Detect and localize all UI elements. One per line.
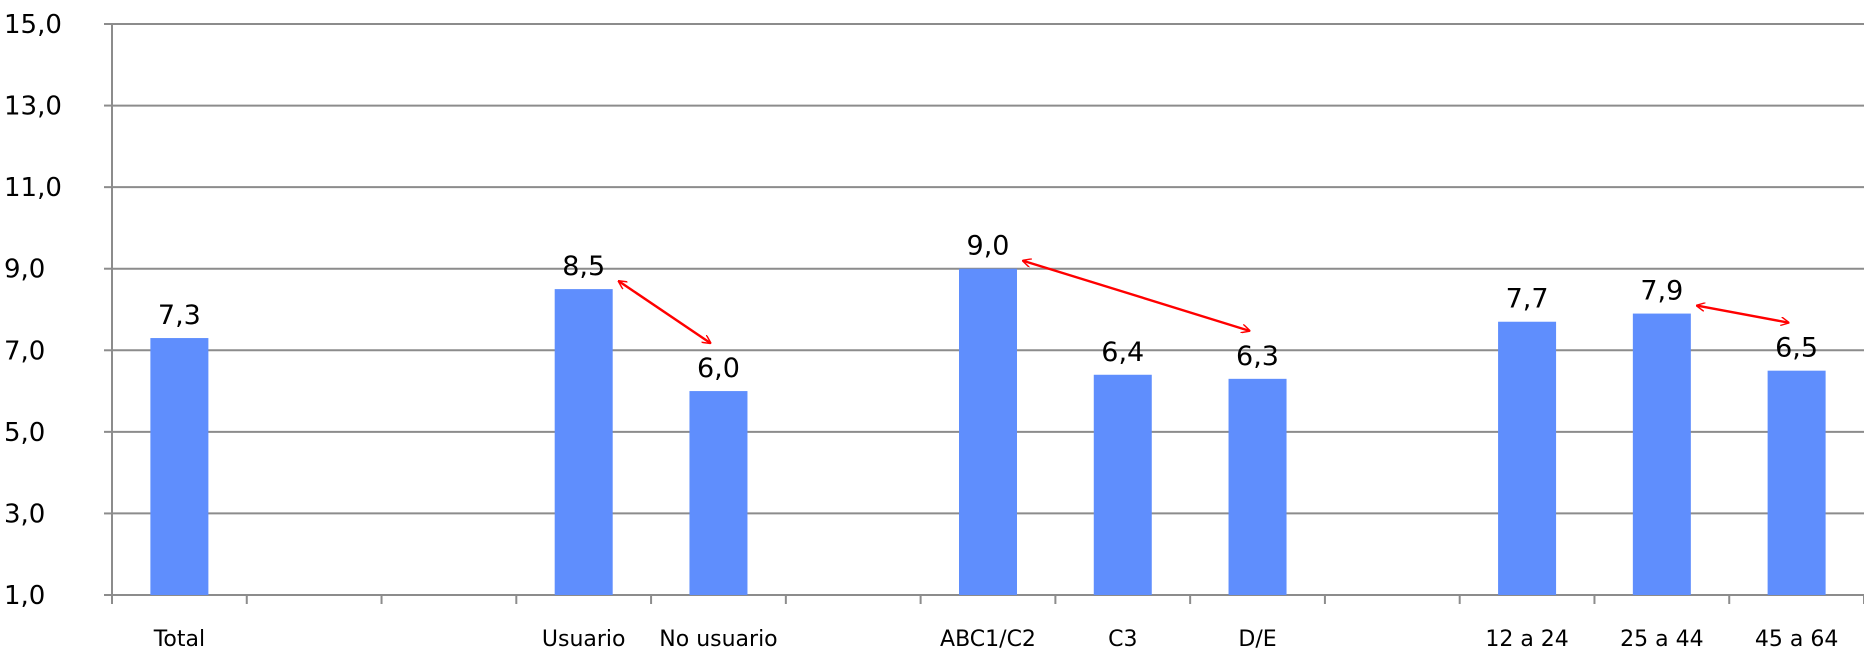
bar [1228, 378, 1287, 595]
bar [1093, 374, 1152, 595]
y-tick-label: 1,0 [4, 581, 45, 611]
comparison-arrow [1023, 261, 1250, 331]
y-tick-label: 5,0 [4, 418, 45, 448]
bar [1632, 313, 1691, 595]
bar [554, 289, 613, 595]
data-label: 7,7 [1506, 284, 1549, 315]
comparison-arrow [619, 281, 711, 343]
y-axis-ticks: 1,0 3,0 5,0 7,0 9,0 11,0 13,0 15,0 [4, 10, 113, 611]
bar [1498, 321, 1557, 595]
data-label: 8,5 [562, 251, 605, 282]
comparison-arrow [1697, 306, 1789, 323]
y-tick-label: 11,0 [4, 173, 62, 203]
data-label: 9,0 [967, 231, 1010, 262]
bars [150, 268, 1826, 595]
x-axis-ticks: Total Usuario No usuario ABC1/C2 C3 D/E 12 a 2… [111, 595, 1864, 650]
bar [689, 391, 748, 595]
x-tick-label: 12 a 24 [1485, 627, 1568, 650]
data-label: 6,4 [1101, 337, 1144, 368]
x-tick-label: No usuario [659, 627, 777, 650]
bar [150, 338, 209, 595]
y-tick-label: 13,0 [4, 92, 62, 122]
x-tick-label: 25 a 44 [1620, 627, 1703, 650]
y-tick-label: 3,0 [4, 499, 45, 529]
x-tick-label: ABC1/C2 [940, 627, 1036, 650]
y-tick-label: 15,0 [4, 10, 62, 40]
data-label: 7,9 [1640, 276, 1683, 307]
x-tick-label: Usuario [542, 627, 626, 650]
y-tick-label: 7,0 [4, 336, 45, 366]
x-tick-label: D/E [1238, 627, 1276, 650]
comparison-arrows [619, 261, 1789, 343]
y-tick-label: 9,0 [4, 255, 45, 285]
bar [959, 268, 1017, 595]
x-tick-label: Total [153, 627, 205, 650]
data-label: 6,0 [697, 353, 740, 384]
bar [1767, 370, 1826, 595]
x-tick-label: 45 a 64 [1755, 627, 1838, 650]
x-tick-label: C3 [1108, 627, 1137, 650]
data-labels: 7,3 8,5 6,0 9,0 6,4 6,3 7,7 7,9 6,5 [158, 231, 1818, 384]
data-label: 7,3 [158, 300, 201, 331]
data-label: 6,3 [1236, 341, 1279, 372]
data-label: 6,5 [1775, 333, 1818, 364]
